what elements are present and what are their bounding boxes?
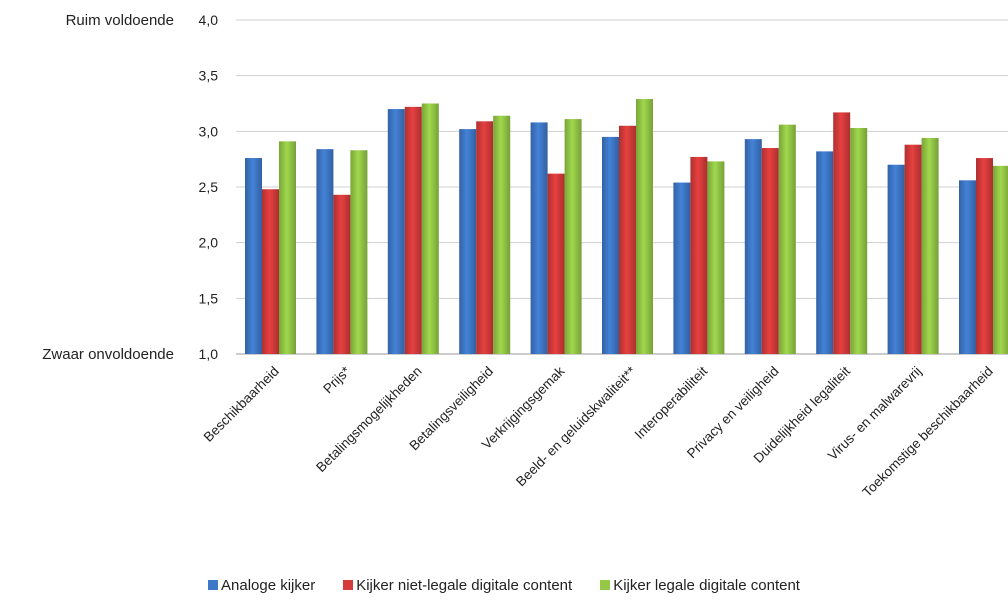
x-tick-label: Toekomstige beschikbaarheid [859,364,995,500]
bar [761,148,779,354]
bar [690,156,708,354]
y-tick-label: 1,5 [199,290,219,306]
y-tick-label: 3,0 [199,123,219,139]
bar [493,115,511,354]
x-tick-label: Interoperabiliteit [632,363,711,442]
bar [602,136,619,354]
bar [833,112,851,354]
y-bottom-label: Zwaar onvoldoende [42,346,174,363]
legend-label-analoge: Analoge kijker [221,576,316,594]
bar [959,180,976,354]
bar [421,103,439,354]
bar [459,129,477,354]
y-top-label: Ruim voldoende [66,12,174,29]
legend-swatch-niet-legaal [343,580,354,590]
bar [850,127,868,354]
legend-label-niet-legaal: Kijker niet-legale digitale content [356,576,573,594]
bar [778,124,796,354]
legend-item-legaal: Kijker legale digitale content [600,574,800,596]
bar-chart: 1,0 1,5 2,0 2,5 3,0 3,5 4,0 Ruim voldoende Zwaar… [42,12,1008,500]
legend-swatch-analoge [208,580,218,590]
y-tick-label: 2,5 [199,179,219,195]
legend-item-analoge: Analoge kijker [208,574,315,596]
x-tick-label: Prijs* [320,363,353,396]
bar [547,173,565,354]
legend-item-niet-legaal: Kijker niet-legale digitale content [343,574,572,596]
y-tick-label: 4,0 [199,12,219,28]
y-tick-label: 1,0 [199,346,219,362]
bar [619,125,636,355]
bar [564,119,582,354]
bar [316,149,334,354]
x-tick-label: Beschikbaarheid [201,364,282,445]
y-tick-label: 2,0 [199,235,219,251]
bar [921,138,939,354]
bar [993,165,1008,354]
bar [333,194,351,354]
bar [476,121,494,355]
bar [404,106,422,354]
x-tick-label: Beeld- en geluidskwaliteit** [513,363,639,489]
bar [350,150,368,354]
legend-swatch-legaal [600,580,611,590]
bar [744,139,762,354]
bar [976,158,993,354]
bar [245,158,262,354]
bar [387,109,405,354]
bar [816,151,834,354]
bar [904,144,922,354]
bar [279,141,296,354]
legend-label-legaal: Kijker legale digitale content [613,576,800,594]
bar [707,161,725,354]
bar [636,99,653,355]
y-tick-label: 3,5 [199,68,219,84]
chart-legend: Analoge kijker Kijker niet-legale digita… [0,574,1008,596]
bar [530,122,548,354]
bar [673,182,691,354]
bar [262,189,279,354]
bar [887,164,905,354]
